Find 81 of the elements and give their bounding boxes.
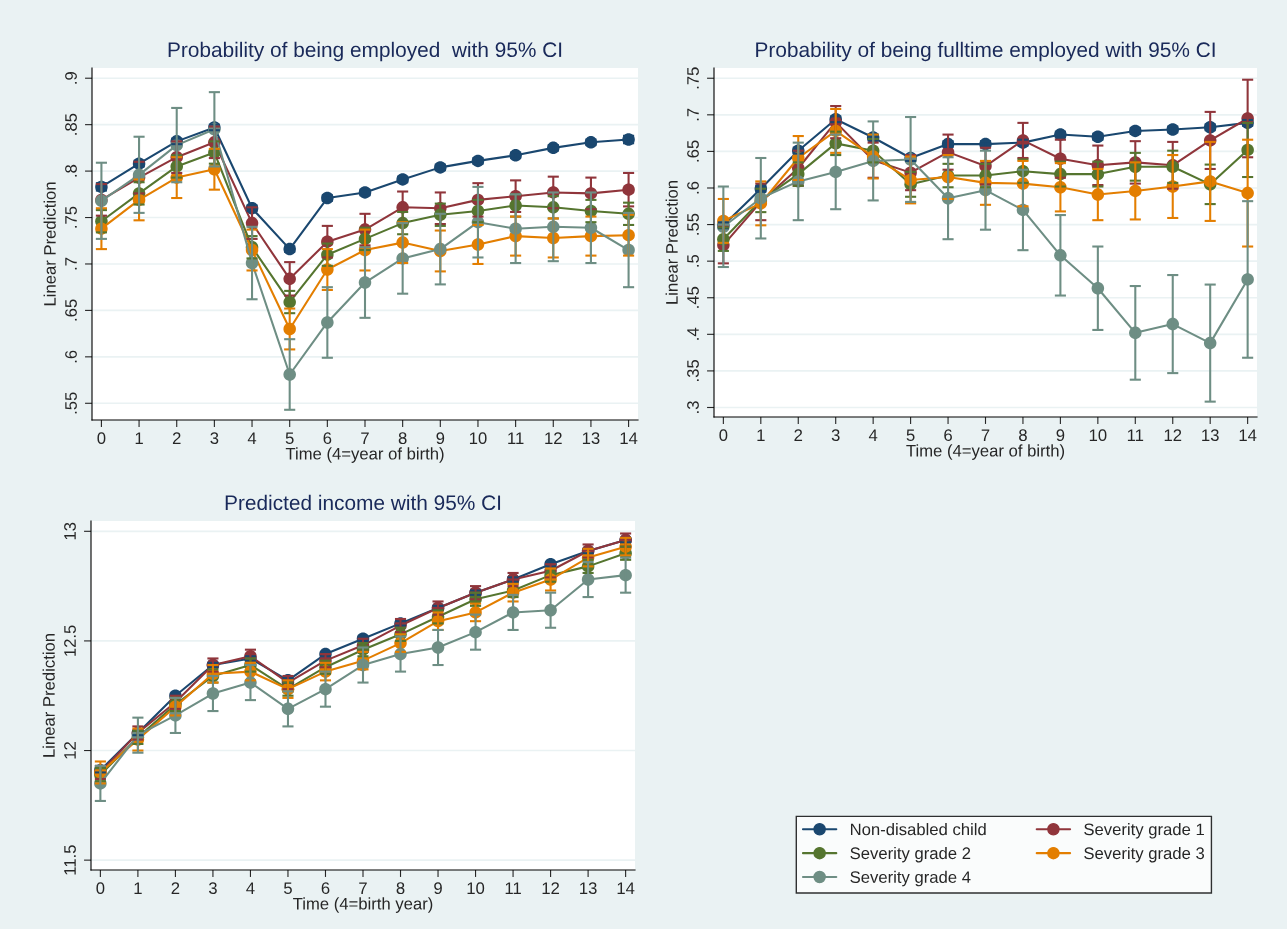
x-tick-label: 1 [135, 432, 143, 444]
y-tick-label: .6 [687, 181, 699, 194]
x-tick-label: 4 [247, 432, 257, 444]
x-tick-label: 13 [1202, 429, 1219, 442]
y-tick-label: .65 [687, 140, 699, 162]
x-tick-label: 13 [582, 432, 600, 445]
y-tick-label: .8 [65, 164, 77, 177]
y-tick-label: .5 [687, 254, 699, 267]
x-tick-label: 9 [1056, 429, 1065, 442]
x-tick-label: 1 [134, 882, 142, 894]
y-tick-label: .55 [687, 213, 699, 235]
x-tick-label: 12 [545, 432, 562, 444]
x-tick-label: 12 [542, 882, 560, 894]
y-tick-label: .7 [65, 257, 77, 270]
x-tick-label: 5 [906, 429, 915, 442]
x-tick-label: 11 [505, 882, 521, 894]
x-tick-label: 1 [757, 429, 765, 441]
x-tick-label: 10 [469, 432, 487, 445]
x-tick-label: 3 [208, 882, 217, 895]
x-tick-label: 7 [361, 432, 369, 444]
y-tick-label: .9 [65, 72, 77, 84]
x-tick-label: 3 [831, 429, 840, 442]
x-tick-label: 10 [1089, 429, 1107, 442]
x-tick-label: 6 [323, 432, 332, 445]
x-tick-label: 12 [1164, 429, 1182, 441]
chart-title: Probability of being employed with 95% CI [168, 41, 562, 62]
x-tick-label: 14 [1239, 429, 1257, 441]
x-tick-label: 8 [1019, 429, 1027, 442]
x-tick-label: 5 [284, 882, 292, 895]
x-tick-label: 2 [172, 432, 181, 444]
y-tick-label: .7 [687, 108, 699, 121]
y-tick-label: 12.5 [64, 625, 76, 656]
x-axis-title: Time (4=year of birth) [906, 444, 1065, 460]
x-tick-label: 6 [944, 429, 952, 442]
x-tick-label: 11 [508, 432, 524, 444]
y-tick-label: 11.5 [64, 845, 76, 875]
x-tick-label: 0 [97, 432, 106, 445]
y-tick-label: .85 [65, 113, 77, 135]
x-tick-label: 7 [981, 429, 990, 441]
y-tick-label: .45 [687, 286, 699, 308]
x-tick-label: 7 [359, 882, 367, 894]
x-axis-title: Time (4=birth year) [293, 897, 433, 913]
legend-label: Severity grade 4 [850, 870, 971, 887]
y-tick-label: .65 [65, 299, 77, 321]
y-tick-label: 13 [64, 522, 76, 540]
x-tick-label: 8 [396, 882, 405, 895]
x-tick-label: 10 [467, 882, 485, 895]
x-tick-label: 8 [398, 432, 407, 445]
x-tick-label: 0 [96, 882, 105, 895]
x-tick-label: 4 [868, 429, 878, 441]
legend-label: Severity grade 1 [1084, 823, 1204, 839]
x-tick-label: 3 [210, 432, 219, 445]
x-tick-label: 11 [1127, 429, 1144, 441]
x-tick-label: 13 [580, 882, 597, 895]
x-tick-label: 6 [321, 882, 330, 895]
x-tick-label: 14 [617, 882, 635, 894]
x-tick-label: 9 [436, 432, 445, 445]
y-tick-label: .6 [65, 350, 77, 363]
x-tick-label: 9 [434, 882, 442, 895]
y-axis-title: Linear Prediction [42, 634, 55, 757]
chart-title: Predicted income with 95% CI [225, 494, 501, 511]
x-tick-label: 2 [171, 882, 180, 894]
x-axis-title: Time (4=year of birth) [285, 447, 444, 463]
legend-label: Severity grade 3 [1084, 846, 1205, 863]
chart-title: Probability of being fulltime employed with 95% CI [756, 41, 1215, 62]
x-tick-label: 14 [620, 432, 638, 444]
y-tick-label: 12 [64, 742, 76, 759]
y-axis-title: Linear Prediction [665, 181, 678, 304]
x-tick-label: 2 [794, 429, 803, 441]
x-tick-label: 4 [246, 882, 255, 894]
y-tick-label: .75 [65, 206, 77, 228]
legend-label: Severity grade 2 [850, 846, 971, 863]
y-axis-title: Linear Prediction [43, 182, 56, 306]
y-tick-label: .4 [687, 327, 699, 340]
y-tick-label: .35 [687, 360, 699, 381]
y-tick-label: .75 [687, 67, 699, 89]
y-tick-label: .55 [65, 392, 77, 414]
y-tick-label: .3 [687, 401, 699, 413]
legend-label: Non-disabled child [851, 823, 986, 836]
x-tick-label: 0 [719, 429, 728, 442]
x-tick-label: 5 [285, 432, 294, 445]
